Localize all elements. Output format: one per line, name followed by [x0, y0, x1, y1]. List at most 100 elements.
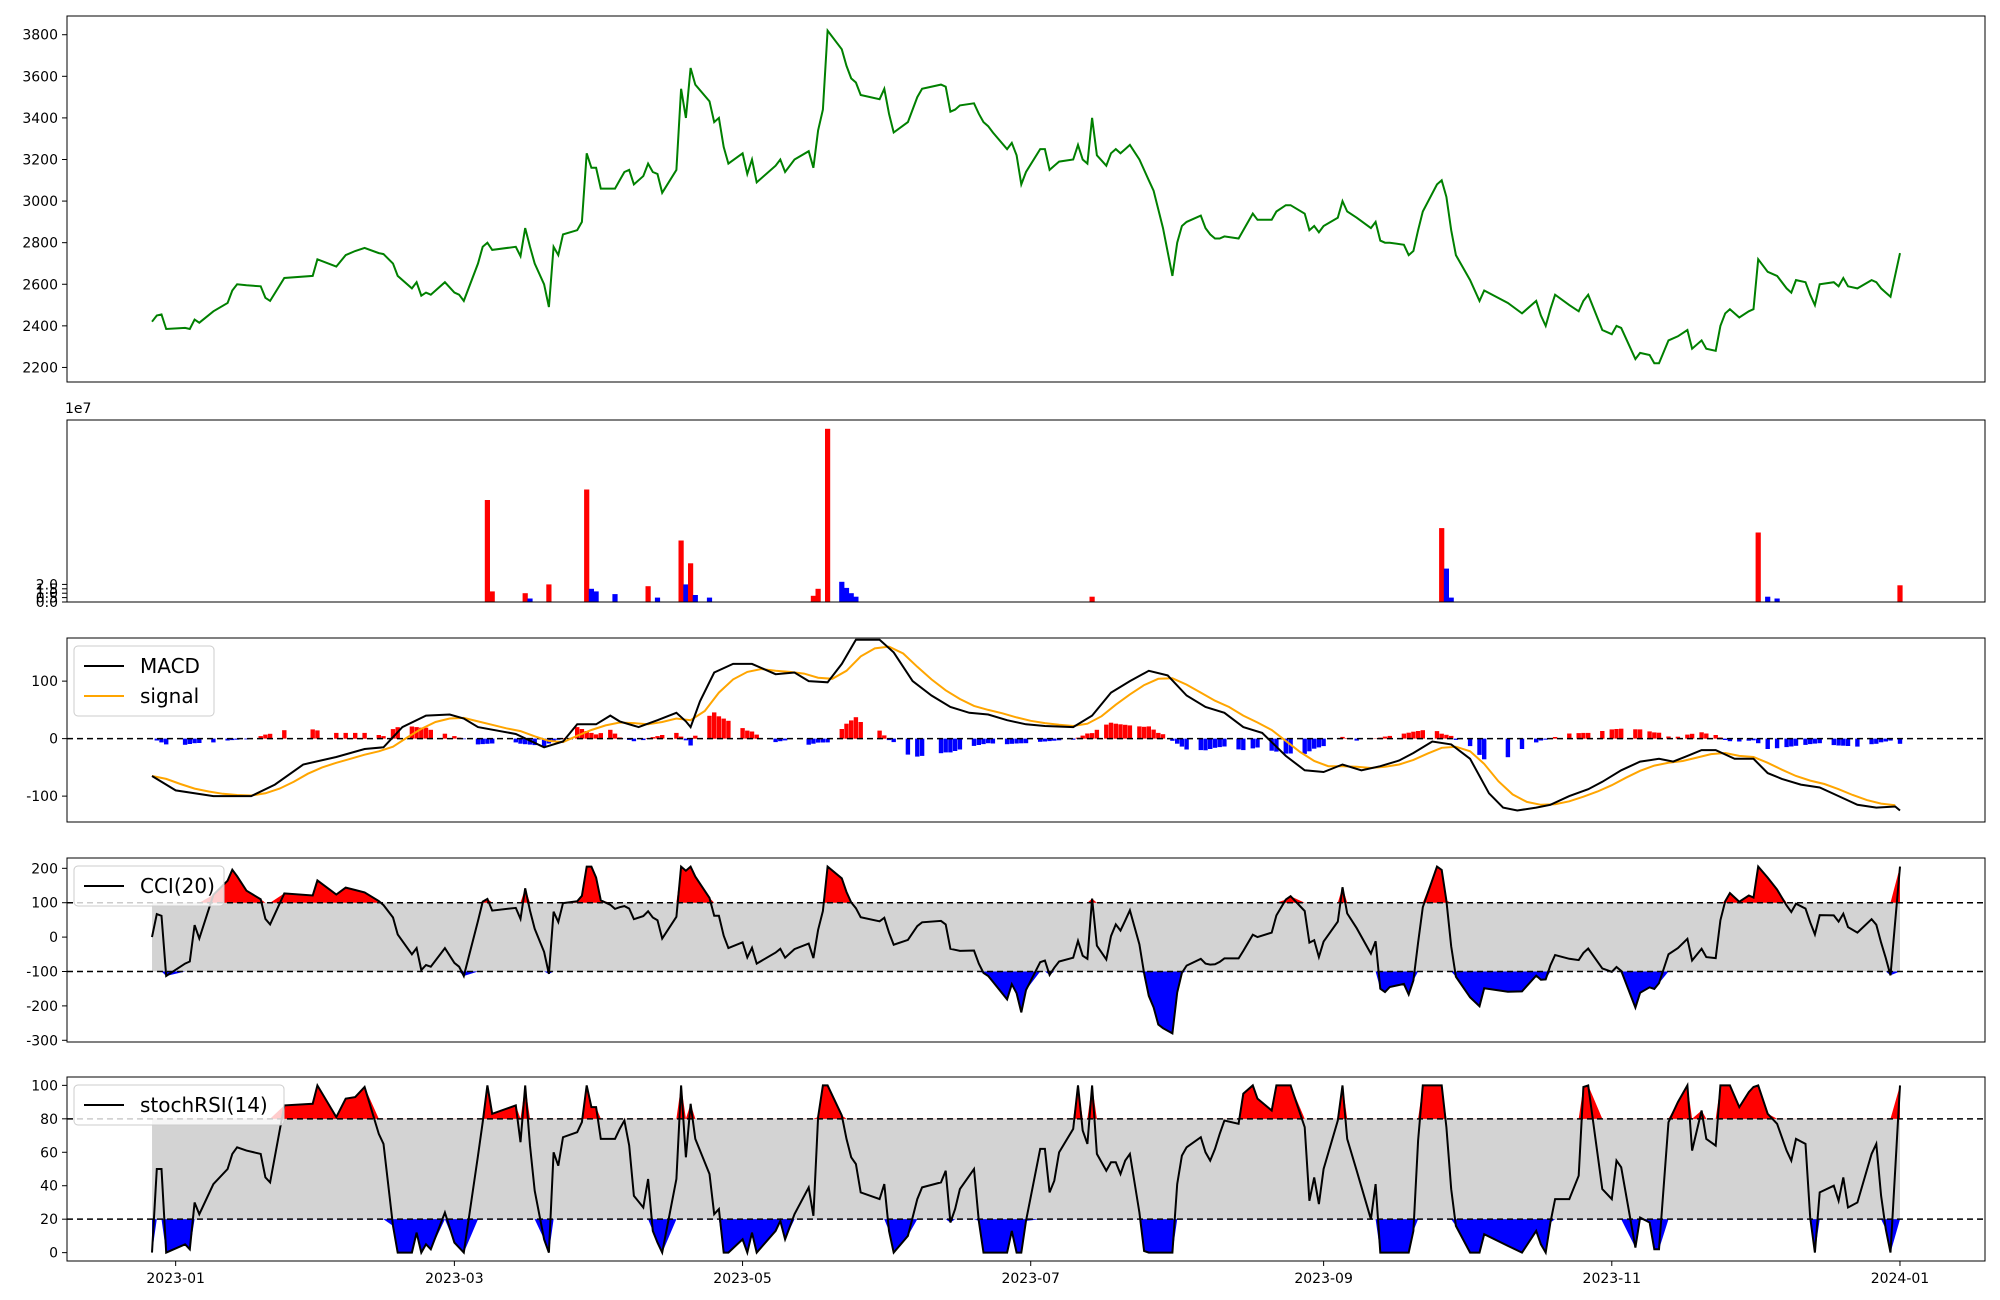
legend-label: MACD	[140, 654, 200, 678]
histogram-bar	[1179, 738, 1185, 747]
histogram-bar	[721, 718, 726, 739]
legend-label: signal	[140, 684, 199, 708]
histogram-bar	[1765, 738, 1770, 749]
histogram-bar	[584, 731, 589, 739]
histogram-bar	[1108, 722, 1114, 739]
histogram-bar	[1888, 738, 1893, 741]
legend-label: CCI(20)	[140, 874, 215, 898]
histogram-bar	[674, 732, 679, 739]
histogram-bar	[986, 738, 991, 744]
histogram-bar	[419, 727, 424, 739]
y-tick-label: 1.5	[36, 582, 58, 598]
histogram-bar	[1746, 738, 1751, 741]
histogram-bar	[1699, 732, 1704, 739]
histogram-bar	[1151, 729, 1156, 739]
histogram-bar	[1321, 738, 1326, 747]
histogram-bar	[1656, 732, 1662, 739]
histogram-bar	[1519, 738, 1525, 749]
histogram-bar	[490, 738, 495, 744]
histogram-bar	[1141, 726, 1147, 739]
volume-bar	[683, 584, 689, 602]
x-tick-label: 2023-03	[425, 1271, 484, 1287]
histogram-bar	[164, 738, 169, 745]
histogram-bar	[475, 738, 481, 745]
legend-box	[73, 865, 225, 907]
histogram-bar	[244, 738, 249, 740]
histogram-bar	[1723, 738, 1728, 740]
histogram-bar	[1586, 732, 1591, 739]
volume-frame	[66, 419, 1986, 603]
histogram-bar	[1283, 738, 1288, 754]
histogram-bar	[740, 728, 745, 739]
histogram-bar	[334, 732, 339, 739]
volume-bar	[645, 586, 651, 602]
histogram-bar	[1123, 724, 1128, 739]
y-tick-label: 0.5	[36, 591, 58, 607]
histogram-bar	[381, 736, 386, 739]
histogram-bar	[882, 735, 887, 739]
y-tick-label: 0	[49, 930, 58, 946]
histogram-bar	[1808, 738, 1813, 745]
histogram-bar	[1170, 738, 1175, 741]
histogram-bar	[1104, 724, 1109, 739]
histogram-bar	[518, 738, 523, 744]
cci-overbought-fill	[152, 866, 1900, 903]
histogram-bar	[187, 738, 192, 744]
histogram-bar	[919, 738, 925, 756]
histogram-bar	[1288, 738, 1293, 754]
histogram-bar	[1774, 738, 1780, 749]
histogram-bar	[1817, 738, 1822, 744]
y-tick-label: 3200	[22, 152, 58, 168]
volume-bar	[1448, 597, 1454, 602]
histogram-bar	[1085, 733, 1090, 739]
histogram-bar	[1415, 731, 1421, 739]
histogram-bar	[1302, 738, 1307, 754]
histogram-bar	[631, 738, 637, 742]
histogram-bar	[1845, 738, 1851, 746]
macd-panel: -100 0 100 MACD signal	[26, 637, 1986, 823]
histogram-bar	[1354, 738, 1359, 741]
histogram-bar	[1803, 738, 1808, 745]
histogram-bar	[1883, 738, 1888, 742]
x-tick-label: 2023-09	[1294, 1271, 1353, 1287]
histogram-bar	[1203, 738, 1208, 751]
histogram-bar	[1023, 738, 1029, 744]
volume-bar	[593, 591, 599, 602]
histogram-bar	[1812, 738, 1818, 744]
histogram-bar	[1004, 738, 1010, 745]
y-tick-label: 2400	[22, 319, 58, 335]
histogram-bar	[844, 723, 849, 739]
histogram-bar	[650, 737, 655, 739]
volume-bar	[522, 593, 528, 602]
cci-frame	[66, 857, 1986, 1043]
histogram-bar	[1056, 738, 1062, 741]
histogram-bar	[1080, 735, 1085, 739]
y-tick-label: -300	[26, 1033, 58, 1049]
histogram-bar	[1534, 738, 1539, 743]
histogram-bar	[452, 736, 457, 739]
histogram-bar	[1156, 732, 1161, 739]
histogram-bar	[154, 738, 159, 741]
histogram-bar	[915, 738, 920, 757]
volume-offset-text: 1e7	[65, 401, 91, 417]
volume-bar	[612, 594, 618, 602]
histogram-bar	[1250, 738, 1255, 749]
histogram-bar	[815, 738, 821, 743]
histogram-bar	[952, 738, 958, 751]
histogram-bar	[1312, 738, 1317, 749]
histogram-bar	[678, 736, 684, 739]
histogram-bar	[1184, 738, 1189, 750]
volume-bar	[1439, 528, 1445, 602]
histogram-bar	[1118, 724, 1123, 739]
histogram-bar	[1633, 729, 1638, 739]
histogram-bar	[660, 735, 665, 739]
histogram-bar	[1316, 738, 1322, 748]
histogram-bar	[1071, 738, 1076, 740]
histogram-bar	[192, 738, 197, 744]
histogram-bar	[839, 729, 844, 739]
y-tick-label: 100	[31, 896, 58, 912]
histogram-bar	[1222, 738, 1227, 747]
histogram-bar	[182, 738, 188, 745]
y-tick-label: 0	[49, 732, 58, 748]
histogram-bar	[362, 732, 367, 739]
